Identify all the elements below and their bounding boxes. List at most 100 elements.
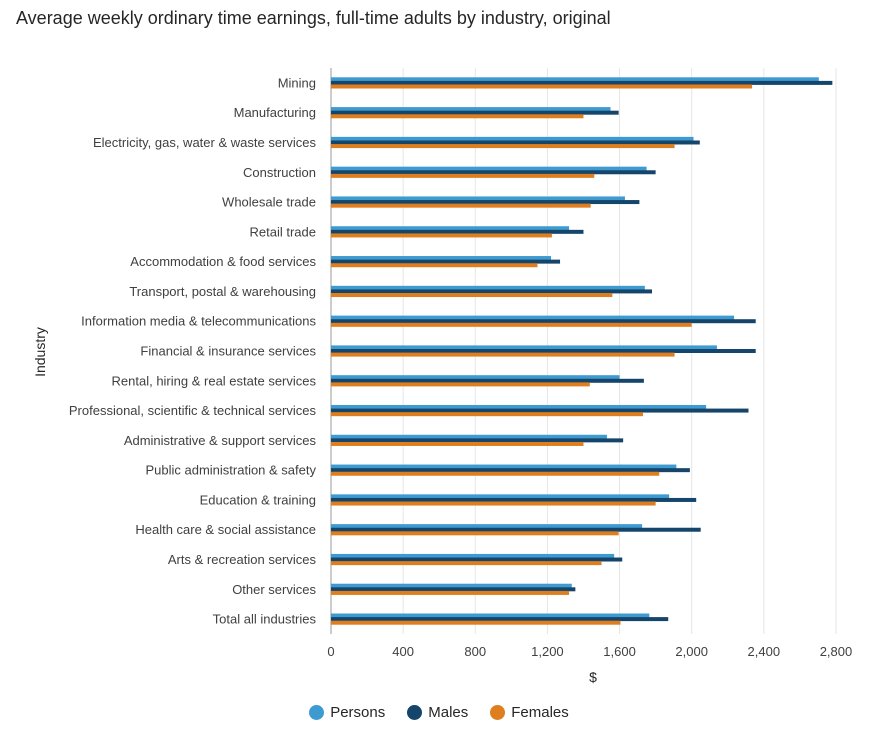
- bar-persons[interactable]: [331, 613, 650, 618]
- chart-title: Average weekly ordinary time earnings, f…: [16, 8, 611, 28]
- category-label: Total all industries: [213, 612, 317, 627]
- bar-males[interactable]: [331, 497, 697, 502]
- bar-females[interactable]: [331, 471, 660, 476]
- x-tick-label: 2,400: [748, 644, 781, 659]
- bar-females[interactable]: [331, 144, 675, 149]
- bar-males[interactable]: [331, 229, 584, 234]
- category-label: Administrative & support services: [124, 433, 317, 448]
- x-tick-label: 2,000: [675, 644, 708, 659]
- x-tick-label: 2,800: [820, 644, 853, 659]
- bar-females[interactable]: [331, 441, 584, 446]
- bar-persons[interactable]: [331, 285, 645, 290]
- bar-females[interactable]: [331, 501, 656, 506]
- category-label: Construction: [243, 165, 316, 180]
- bar-males[interactable]: [331, 140, 700, 145]
- legend-label-males: Males: [428, 704, 469, 721]
- bar-persons[interactable]: [331, 315, 735, 320]
- bar-females[interactable]: [331, 531, 619, 536]
- x-tick-label: 1,200: [531, 644, 564, 659]
- bar-females[interactable]: [331, 561, 602, 566]
- x-tick-label: 400: [392, 644, 414, 659]
- bar-males[interactable]: [331, 170, 656, 175]
- category-label: Rental, hiring & real estate services: [112, 373, 317, 388]
- bar-persons[interactable]: [331, 107, 611, 112]
- bar-chart: Mining Manufacturing Electricity, gas, wat…: [32, 68, 852, 685]
- category-label: Manufacturing: [234, 105, 316, 120]
- bar-females[interactable]: [331, 352, 675, 357]
- bar-males[interactable]: [331, 378, 644, 383]
- bar-males[interactable]: [331, 259, 561, 264]
- bar-persons[interactable]: [331, 77, 819, 82]
- bar-persons[interactable]: [331, 434, 607, 439]
- bar-females[interactable]: [331, 84, 753, 89]
- bar-persons[interactable]: [331, 464, 677, 469]
- legend-swatch-males: [407, 705, 423, 720]
- bars-group: [331, 77, 833, 625]
- bar-persons[interactable]: [331, 553, 615, 558]
- bar-males[interactable]: [331, 289, 653, 294]
- x-tick-labels: 0 400 800 1,200 1,600 2,000 2,400 2,800: [327, 644, 852, 659]
- x-tick-label: 0: [327, 644, 334, 659]
- bar-females[interactable]: [331, 382, 590, 387]
- bar-males[interactable]: [331, 200, 640, 205]
- category-label: Financial & insurance services: [140, 344, 316, 359]
- bar-females[interactable]: [331, 173, 595, 178]
- bar-males[interactable]: [331, 468, 690, 473]
- category-label: Mining: [278, 75, 316, 90]
- bar-females[interactable]: [331, 620, 621, 625]
- bar-persons[interactable]: [331, 136, 694, 141]
- bar-males[interactable]: [331, 319, 756, 324]
- bar-females[interactable]: [331, 590, 570, 595]
- bar-persons[interactable]: [331, 256, 552, 261]
- bar-females[interactable]: [331, 263, 538, 268]
- bar-persons[interactable]: [331, 196, 625, 201]
- bar-persons[interactable]: [331, 345, 717, 350]
- bar-males[interactable]: [331, 587, 576, 592]
- category-label: Education & training: [200, 492, 316, 507]
- bar-females[interactable]: [331, 233, 552, 238]
- bar-males[interactable]: [331, 617, 669, 622]
- bar-females[interactable]: [331, 203, 591, 208]
- bar-males[interactable]: [331, 557, 623, 562]
- category-label: Information media & telecommunications: [81, 314, 316, 329]
- bar-persons[interactable]: [331, 494, 670, 499]
- y-axis-title: Industry: [32, 327, 48, 377]
- category-label: Other services: [232, 582, 316, 597]
- category-label: Health care & social assistance: [135, 522, 316, 537]
- legend-item-persons[interactable]: Persons: [309, 704, 385, 721]
- bar-persons[interactable]: [331, 166, 647, 171]
- bar-persons[interactable]: [331, 583, 572, 588]
- bar-males[interactable]: [331, 408, 749, 413]
- category-label: Accommodation & food services: [130, 254, 316, 269]
- bar-persons[interactable]: [331, 524, 643, 529]
- category-label: Professional, scientific & technical ser…: [69, 403, 317, 418]
- category-label: Public administration & safety: [145, 463, 316, 478]
- bar-females[interactable]: [331, 293, 613, 298]
- bar-females[interactable]: [331, 322, 692, 327]
- category-label: Transport, postal & warehousing: [129, 284, 316, 299]
- category-label: Electricity, gas, water & waste services: [93, 135, 316, 150]
- legend-label-females: Females: [511, 704, 569, 721]
- legend-label-persons: Persons: [330, 704, 386, 721]
- bar-males[interactable]: [331, 438, 624, 443]
- bar-females[interactable]: [331, 114, 584, 119]
- bar-males[interactable]: [331, 349, 756, 353]
- category-label: Wholesale trade: [222, 195, 316, 210]
- legend: Persons Males Females: [0, 704, 878, 721]
- x-tick-label: 1,600: [603, 644, 636, 659]
- x-tick-label: 800: [464, 644, 486, 659]
- x-axis-title: $: [589, 669, 597, 685]
- bar-males[interactable]: [331, 527, 701, 532]
- legend-swatch-persons: [309, 705, 325, 720]
- bar-persons[interactable]: [331, 226, 570, 231]
- bar-males[interactable]: [331, 110, 619, 115]
- legend-item-females[interactable]: Females: [490, 704, 569, 721]
- category-label: Arts & recreation services: [168, 552, 317, 567]
- bar-males[interactable]: [331, 80, 833, 85]
- bar-females[interactable]: [331, 412, 643, 417]
- category-labels: Mining Manufacturing Electricity, gas, wat…: [69, 75, 317, 626]
- bar-persons[interactable]: [331, 404, 707, 409]
- category-label: Retail trade: [250, 224, 316, 239]
- legend-item-males[interactable]: Males: [407, 704, 468, 721]
- bar-persons[interactable]: [331, 375, 620, 380]
